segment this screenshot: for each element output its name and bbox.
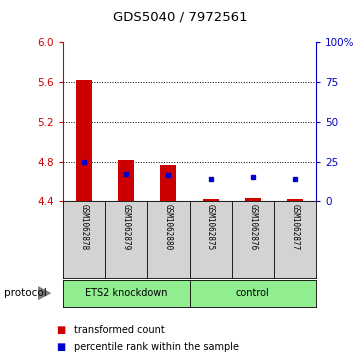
Bar	[118, 160, 134, 201]
Bar	[203, 200, 218, 201]
Text: GSM1062879: GSM1062879	[122, 204, 131, 250]
Text: GDS5040 / 7972561: GDS5040 / 7972561	[113, 11, 248, 24]
Bar	[160, 164, 177, 201]
Text: GSM1062876: GSM1062876	[248, 204, 257, 250]
Text: GSM1062880: GSM1062880	[164, 204, 173, 250]
Text: GSM1062878: GSM1062878	[80, 204, 89, 250]
Polygon shape	[38, 287, 50, 299]
Text: percentile rank within the sample: percentile rank within the sample	[74, 342, 239, 352]
Text: ETS2 knockdown: ETS2 knockdown	[85, 288, 168, 298]
Text: control: control	[236, 288, 270, 298]
Text: ■: ■	[56, 325, 65, 335]
Bar	[76, 80, 92, 201]
Text: transformed count: transformed count	[74, 325, 165, 335]
Bar	[245, 199, 261, 201]
Bar	[287, 200, 303, 201]
Text: GSM1062877: GSM1062877	[290, 204, 299, 250]
Text: ■: ■	[56, 342, 65, 352]
Text: GSM1062875: GSM1062875	[206, 204, 215, 250]
Text: protocol: protocol	[4, 288, 46, 298]
